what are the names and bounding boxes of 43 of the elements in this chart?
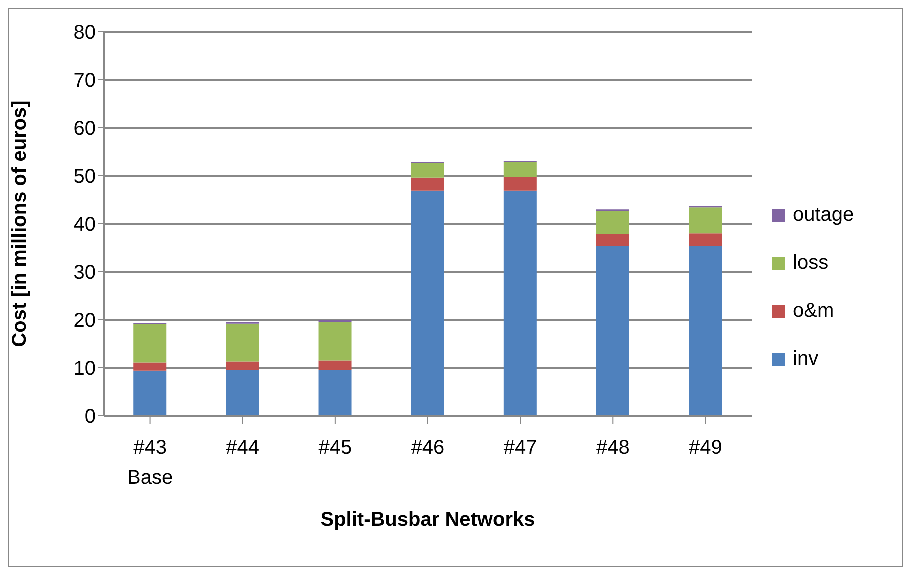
bar	[134, 370, 167, 416]
x-axis-title: Split-Busbar Networks	[320, 509, 536, 531]
bar	[596, 211, 630, 235]
legend-label: loss	[793, 252, 829, 275]
y-tick-label: 30	[74, 262, 96, 284]
legend-label: o&m	[793, 300, 834, 323]
legend-label: inv	[793, 348, 819, 371]
y-tick-label: 20	[74, 310, 96, 332]
bar	[318, 370, 352, 416]
y-tick-label: 50	[74, 166, 96, 188]
bar	[504, 190, 537, 416]
x-tick-label: #45	[318, 437, 352, 459]
x-tick-label: #48	[596, 437, 630, 459]
y-tick-label: 0	[84, 406, 96, 428]
bar	[226, 362, 260, 370]
x-tick-label: #47	[504, 437, 538, 459]
x-tick-label: #46	[411, 437, 445, 459]
bar	[134, 324, 167, 363]
bar	[318, 322, 352, 361]
y-tick-label: 80	[74, 22, 96, 44]
bar	[504, 176, 537, 191]
legend-label: outage	[793, 204, 854, 227]
bar	[689, 234, 722, 246]
x-tick-label: #44	[226, 437, 260, 459]
y-tick-label: 40	[74, 214, 96, 236]
bar	[689, 208, 722, 234]
bar	[596, 246, 630, 416]
x-tick-label: #43 Base	[127, 437, 174, 489]
bar	[134, 362, 167, 371]
y-axis-title: Cost [in millions of euros]	[9, 100, 32, 348]
bar	[689, 246, 722, 416]
bar	[226, 324, 260, 362]
y-tick-label: 10	[74, 358, 96, 380]
bar	[411, 190, 444, 416]
bar	[411, 164, 444, 178]
bar	[504, 162, 537, 177]
y-tick-label: 60	[74, 118, 96, 140]
bar	[411, 178, 444, 191]
bar	[318, 360, 352, 370]
y-tick-label: 70	[74, 70, 96, 92]
x-tick-label: #49	[689, 437, 722, 459]
bar	[226, 370, 260, 416]
bar	[596, 234, 630, 247]
